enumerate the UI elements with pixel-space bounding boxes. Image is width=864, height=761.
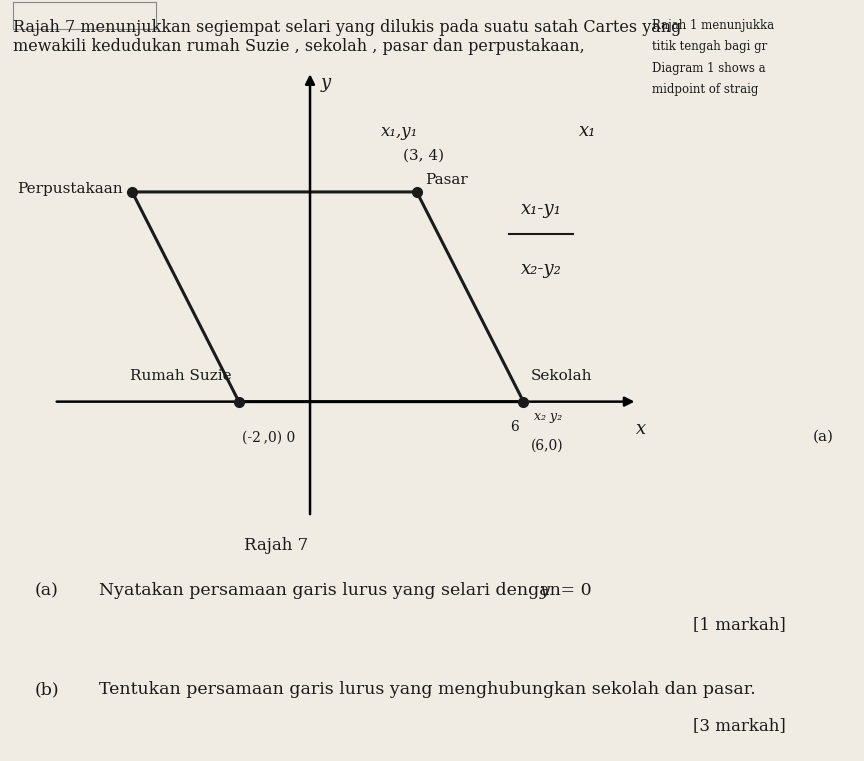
Text: (a): (a) (35, 582, 59, 599)
Text: Nyatakan persamaan garis lurus yang selari dengan: Nyatakan persamaan garis lurus yang sela… (99, 582, 567, 599)
Text: midpoint of straig: midpoint of straig (652, 83, 759, 96)
Text: (-2 ,0) 0: (-2 ,0) 0 (243, 431, 295, 444)
Text: x₂ y₂: x₂ y₂ (534, 409, 562, 422)
Text: [1 markah]: [1 markah] (694, 616, 786, 633)
Text: titik tengah bagi gr: titik tengah bagi gr (652, 40, 767, 53)
Text: x: x (636, 420, 646, 438)
Text: (a): (a) (813, 430, 834, 444)
Text: y: y (540, 582, 550, 599)
Text: x₂-y₂: x₂-y₂ (521, 260, 562, 278)
Text: Rumah Suzie: Rumah Suzie (130, 369, 232, 384)
Text: [3 markah]: [3 markah] (694, 717, 786, 734)
Text: x₁,y₁: x₁,y₁ (381, 123, 418, 139)
Text: Rajah 7 menunjukkan segiempat selari yang dilukis pada suatu satah Cartes yang: Rajah 7 menunjukkan segiempat selari yan… (13, 19, 682, 36)
Text: Rajah 1 menunjukka: Rajah 1 menunjukka (652, 19, 774, 32)
Text: (b): (b) (35, 681, 60, 698)
Text: 6: 6 (511, 420, 519, 434)
Text: Rajah 7: Rajah 7 (245, 537, 308, 553)
Text: Pasar: Pasar (426, 173, 468, 186)
Text: Tentukan persamaan garis lurus yang menghubungkan sekolah dan pasar.: Tentukan persamaan garis lurus yang meng… (99, 681, 756, 698)
Text: mewakili kedudukan rumah Suzie , sekolah , pasar dan perpustakaan,: mewakili kedudukan rumah Suzie , sekolah… (13, 38, 585, 55)
Text: Perpustakaan: Perpustakaan (17, 183, 124, 196)
Text: (3, 4): (3, 4) (403, 149, 443, 163)
Text: x₁: x₁ (579, 122, 596, 139)
Text: x₁-y₁: x₁-y₁ (521, 200, 562, 218)
Text: y: y (321, 74, 331, 92)
Text: (6,0): (6,0) (530, 438, 563, 452)
Text: = 0: = 0 (555, 582, 591, 599)
Text: Diagram 1 shows a: Diagram 1 shows a (652, 62, 766, 75)
Text: Sekolah: Sekolah (530, 369, 592, 384)
